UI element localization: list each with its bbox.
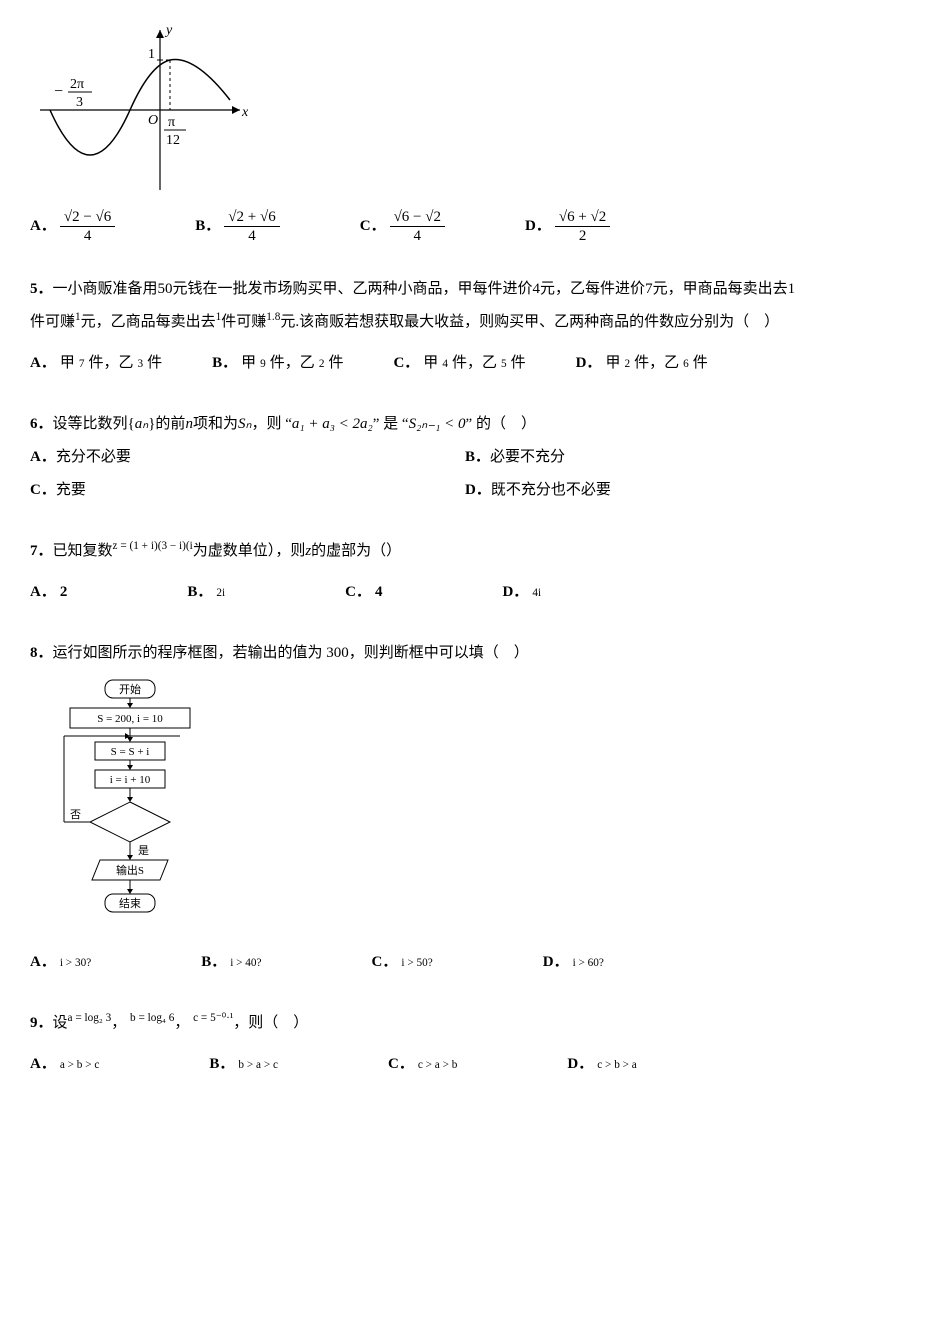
q9-opt-c: C．c > a > b bbox=[388, 1048, 457, 1081]
q7: 7．已知复数z = (1 + i)(3 − i)(i为虚数单位），则z的虚部为（… bbox=[30, 535, 900, 568]
q4-graph: 1 y x O − 2π 3 π 12 bbox=[30, 20, 900, 200]
q6-opt-d: 既不充分也不必要 bbox=[491, 482, 611, 498]
q8-opt-d: D．i > 60? bbox=[543, 946, 604, 979]
origin-label: O bbox=[148, 113, 158, 128]
q7-opt-c: C．4 bbox=[345, 576, 382, 609]
q8-num: 8． bbox=[30, 645, 53, 661]
q4-opt-b: B． √2 + √64 bbox=[195, 208, 279, 245]
q5-opt-b: B．甲9件，乙2件 bbox=[212, 347, 343, 380]
x-axis-label: x bbox=[241, 105, 249, 120]
q8-flowchart: 开始 S = 200, i = 10 S = S + i i = i + 10 … bbox=[50, 678, 900, 938]
svg-text:S = S + i: S = S + i bbox=[111, 746, 150, 758]
q5-opt-c: C．甲4件，乙5件 bbox=[393, 347, 525, 380]
svg-text:否: 否 bbox=[70, 809, 81, 821]
svg-text:π: π bbox=[168, 115, 175, 130]
q7-opt-b: B．2i bbox=[187, 576, 225, 609]
q6-opt-b: 必要不充分 bbox=[490, 449, 565, 465]
q4-opt-a: A． √2 − √64 bbox=[30, 208, 115, 245]
svg-text:−: − bbox=[54, 83, 63, 100]
q9-opt-b: B．b > a > c bbox=[209, 1048, 278, 1081]
q7-opt-d: D．4i bbox=[502, 576, 541, 609]
q6-opt-c: 充要 bbox=[56, 482, 86, 498]
q5-num: 5． bbox=[30, 281, 53, 297]
svg-text:i = i + 10: i = i + 10 bbox=[110, 774, 151, 786]
q4-options: A． √2 − √64 B． √2 + √64 C． √6 − √24 D． √… bbox=[30, 208, 900, 245]
q6: 6．设等比数列{aₙ}的前n项和为Sₙ，则 “a₁ + a₃ < 2a₂” 是 … bbox=[30, 408, 900, 441]
q7-opt-a: A．2 bbox=[30, 576, 67, 609]
q5-opt-d: D．甲2件，乙6件 bbox=[576, 347, 708, 380]
svg-text:2π: 2π bbox=[70, 77, 84, 92]
q8-options: A．i > 30? B．i > 40? C．i > 50? D．i > 60? bbox=[30, 946, 900, 979]
svg-text:开始: 开始 bbox=[119, 682, 141, 696]
q8-opt-a: A．i > 30? bbox=[30, 946, 91, 979]
q6-num: 6． bbox=[30, 416, 53, 432]
svg-text:结束: 结束 bbox=[119, 897, 141, 910]
q7-options: A．2 B．2i C．4 D．4i bbox=[30, 576, 900, 609]
svg-text:12: 12 bbox=[166, 133, 180, 148]
q5-opt-a: A．甲7件，乙3件 bbox=[30, 347, 162, 380]
ytick-1: 1 bbox=[148, 47, 155, 62]
q9-options: A．a > b > c B．b > a > c C．c > a > b D．c … bbox=[30, 1048, 900, 1081]
q9-num: 9． bbox=[30, 1015, 53, 1031]
q4-opt-d: D． √6 + √22 bbox=[525, 208, 610, 245]
q8-opt-b: B．i > 40? bbox=[201, 946, 261, 979]
q9: 9．设a = log₂ 3， b = log₄ 6， c = 5⁻⁰·¹，则（ … bbox=[30, 1007, 900, 1040]
q5: 5．一小商贩准备用50元钱在一批发市场购买甲、乙两种小商品，甲每件进价4元，乙每… bbox=[30, 273, 900, 339]
svg-text:S = 200, i = 10: S = 200, i = 10 bbox=[97, 713, 163, 725]
q9-opt-a: A．a > b > c bbox=[30, 1048, 99, 1081]
svg-text:输出S: 输出S bbox=[116, 863, 144, 877]
q4-opt-c: C． √6 − √24 bbox=[360, 208, 445, 245]
q8-opt-c: C．i > 50? bbox=[372, 946, 433, 979]
q9-opt-d: D．c > b > a bbox=[567, 1048, 636, 1081]
svg-text:是: 是 bbox=[138, 844, 149, 857]
q8: 8．运行如图所示的程序框图，若输出的值为 300，则判断框中可以填（ ） bbox=[30, 637, 900, 670]
q6-opt-a: 充分不必要 bbox=[56, 449, 131, 465]
q6-options: A．充分不必要 B．必要不充分 C．充要 D．既不充分也不必要 bbox=[30, 441, 900, 507]
q7-num: 7． bbox=[30, 543, 53, 559]
y-axis-label: y bbox=[164, 23, 173, 38]
q5-options: A．甲7件，乙3件 B．甲9件，乙2件 C．甲4件，乙5件 D．甲2件，乙6件 bbox=[30, 347, 900, 380]
svg-text:3: 3 bbox=[76, 95, 83, 110]
